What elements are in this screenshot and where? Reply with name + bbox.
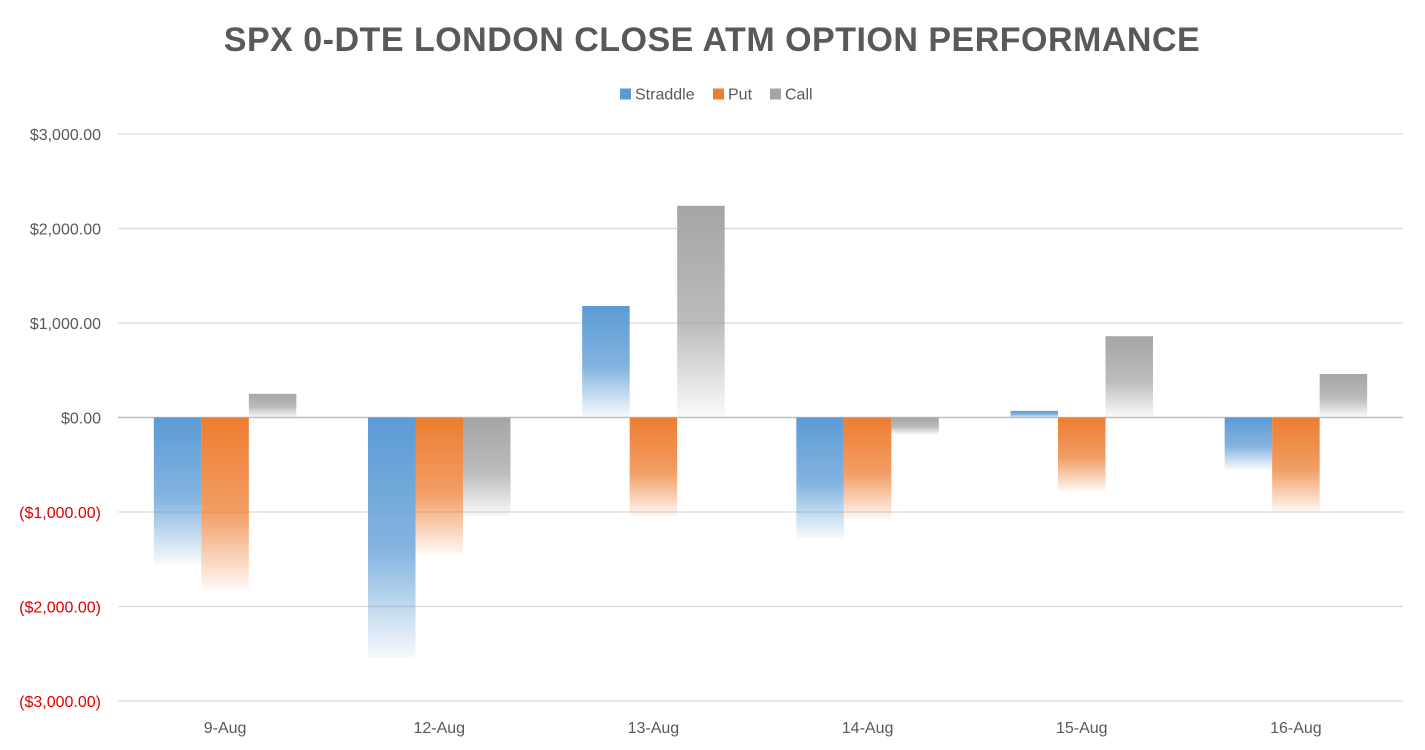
legend-item-straddle: Straddle: [620, 87, 695, 104]
legend: Straddle Put Call: [620, 87, 813, 104]
bar-straddle-14-aug: [796, 417, 844, 539]
bar-put-9-aug: [201, 417, 249, 590]
bar-put-16-aug: [1272, 417, 1320, 512]
y-tick-label: $2,000.00: [30, 222, 101, 239]
bar-call-12-aug: [463, 417, 511, 517]
x-tick-label: 13-Aug: [628, 720, 680, 737]
bar-straddle-12-aug: [368, 417, 416, 659]
bar-put-12-aug: [415, 417, 463, 555]
legend-swatch: [620, 88, 631, 100]
x-tick-label: 15-Aug: [1056, 720, 1108, 737]
bar-straddle-9-aug: [153, 417, 202, 564]
legend-swatch: [770, 88, 781, 100]
y-tick-label: $3,000.00: [30, 127, 101, 144]
bar-straddle-13-aug: [582, 305, 630, 418]
bars: [153, 205, 1368, 659]
bar-put-14-aug: [843, 417, 892, 520]
bar-call-15-aug: [1105, 336, 1153, 418]
x-tick-label: 12-Aug: [413, 720, 465, 737]
chart-title: SPX 0-DTE LONDON CLOSE ATM OPTION PERFOR…: [224, 21, 1200, 59]
bar-straddle-15-aug: [1010, 410, 1058, 418]
bar-put-13-aug: [629, 417, 678, 517]
legend-swatch: [713, 88, 724, 100]
legend-label: Straddle: [635, 87, 695, 104]
y-tick-label: $1,000.00: [30, 316, 101, 333]
x-axis-category-labels: 9-Aug 12-Aug 13-Aug 14-Aug 15-Aug 16-Aug: [204, 720, 1322, 737]
x-tick-label: 16-Aug: [1270, 720, 1322, 737]
y-axis-tick-labels: $3,000.00 $2,000.00 $1,000.00 $0.00 ($1,000.…: [19, 127, 101, 711]
y-tick-label: ($2,000.00): [19, 600, 101, 617]
legend-label: Put: [728, 87, 753, 104]
y-tick-label: ($3,000.00): [19, 694, 101, 711]
x-tick-label: 9-Aug: [204, 720, 247, 737]
y-tick-label: ($1,000.00): [19, 505, 101, 522]
bar-call-9-aug: [248, 393, 297, 418]
legend-item-call: Call: [770, 87, 813, 104]
gridlines: [118, 133, 1403, 702]
bar-straddle-16-aug: [1224, 417, 1273, 470]
bar-put-15-aug: [1058, 417, 1106, 492]
legend-item-put: Put: [713, 87, 753, 104]
bar-call-16-aug: [1319, 374, 1368, 418]
bar-call-14-aug: [891, 417, 939, 435]
x-tick-label: 14-Aug: [842, 720, 894, 737]
legend-label: Call: [785, 87, 813, 104]
y-tick-label: $0.00: [61, 411, 101, 428]
bar-call-13-aug: [677, 205, 725, 418]
